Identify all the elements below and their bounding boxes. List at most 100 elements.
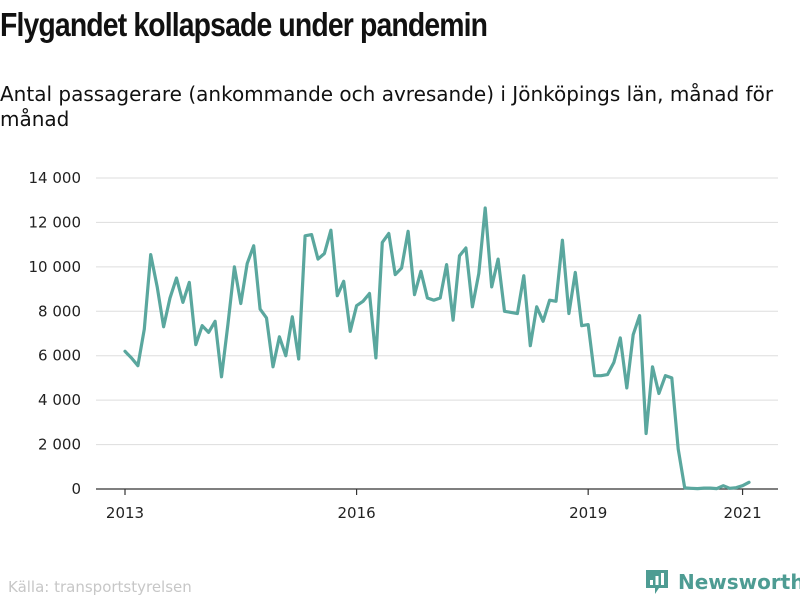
data-point <box>477 272 480 275</box>
data-point <box>722 484 725 487</box>
data-point <box>587 323 590 326</box>
data-point <box>561 239 564 242</box>
data-point <box>503 310 506 313</box>
data-point <box>728 487 731 490</box>
data-point <box>130 356 133 359</box>
source-note: Källa: transportstyrelsen <box>8 578 192 596</box>
data-point <box>201 324 204 327</box>
data-point <box>651 365 654 368</box>
chart-title: Flygandet kollapsade under pandemin <box>0 6 488 43</box>
data-point <box>709 487 712 490</box>
data-point <box>735 486 738 489</box>
data-point <box>612 361 615 364</box>
data-point <box>413 293 416 296</box>
data-point <box>156 285 159 288</box>
data-point <box>522 274 525 277</box>
y-tick-label: 14 000 <box>29 169 82 187</box>
y-tick-label: 6 000 <box>38 347 81 365</box>
data-point <box>664 374 667 377</box>
data-point <box>265 316 268 319</box>
data-point <box>567 312 570 315</box>
y-tick-label: 0 <box>71 480 81 498</box>
data-point <box>715 487 718 490</box>
data-point <box>509 311 512 314</box>
data-point <box>278 335 281 338</box>
data-point <box>554 300 557 303</box>
data-point <box>220 375 223 378</box>
data-point <box>226 323 229 326</box>
data-point <box>464 246 467 249</box>
data-point <box>400 266 403 269</box>
y-tick-label: 12 000 <box>29 213 82 231</box>
data-point <box>316 258 319 261</box>
data-point <box>374 356 377 359</box>
data-point <box>181 301 184 304</box>
x-tick-label: 2021 <box>723 504 761 522</box>
data-point <box>252 244 255 247</box>
y-axis-ticks: 0 2 000 4 000 6 000 8 000 10 000 12 000 14 000 <box>29 169 82 498</box>
data-point <box>323 252 326 255</box>
series-layer <box>123 206 751 491</box>
data-point <box>394 273 397 276</box>
data-point <box>452 319 455 322</box>
data-point <box>542 320 545 323</box>
data-point <box>426 296 429 299</box>
data-point <box>490 285 493 288</box>
y-tick-label: 10 000 <box>29 258 82 276</box>
gridlines <box>96 177 778 446</box>
data-point <box>342 280 345 283</box>
data-point <box>387 232 390 235</box>
data-point <box>336 294 339 297</box>
data-point <box>239 302 242 305</box>
data-point <box>175 276 178 279</box>
data-point <box>574 271 577 274</box>
data-point <box>349 330 352 333</box>
data-point <box>329 229 332 232</box>
data-point <box>271 365 274 368</box>
data-point <box>304 234 307 237</box>
data-point <box>168 296 171 299</box>
data-point <box>683 486 686 489</box>
data-point <box>284 354 287 357</box>
data-point <box>645 432 648 435</box>
data-point <box>407 230 410 233</box>
data-point <box>310 233 313 236</box>
data-point <box>548 299 551 302</box>
data-point <box>677 447 680 450</box>
chart-subtitle: Antal passagerare (ankommande och avresa… <box>0 82 774 131</box>
data-point <box>419 270 422 273</box>
data-point <box>516 312 519 315</box>
data-point <box>214 320 217 323</box>
brand-logo[interactable]: Newsworthy <box>644 568 800 596</box>
data-point <box>233 265 236 268</box>
y-tick-label: 4 000 <box>38 391 81 409</box>
data-point <box>259 308 262 311</box>
data-point <box>194 343 197 346</box>
data-point <box>188 281 191 284</box>
series-line <box>123 206 751 491</box>
data-point <box>471 305 474 308</box>
data-point <box>123 350 126 353</box>
data-point <box>368 292 371 295</box>
data-point <box>606 373 609 376</box>
data-point <box>484 206 487 209</box>
x-tick-label: 2013 <box>106 504 144 522</box>
data-point <box>149 253 152 256</box>
data-point <box>439 296 442 299</box>
data-point <box>445 263 448 266</box>
data-point <box>162 325 165 328</box>
data-point <box>625 386 628 389</box>
data-point <box>690 487 693 490</box>
data-point <box>638 314 641 317</box>
data-point <box>529 344 532 347</box>
data-point <box>593 374 596 377</box>
data-point <box>741 484 744 487</box>
data-point <box>702 487 705 490</box>
data-point <box>381 241 384 244</box>
x-tick-label: 2019 <box>569 504 607 522</box>
data-point <box>580 324 583 327</box>
data-point <box>696 487 699 490</box>
data-point <box>657 392 660 395</box>
data-point <box>535 305 538 308</box>
